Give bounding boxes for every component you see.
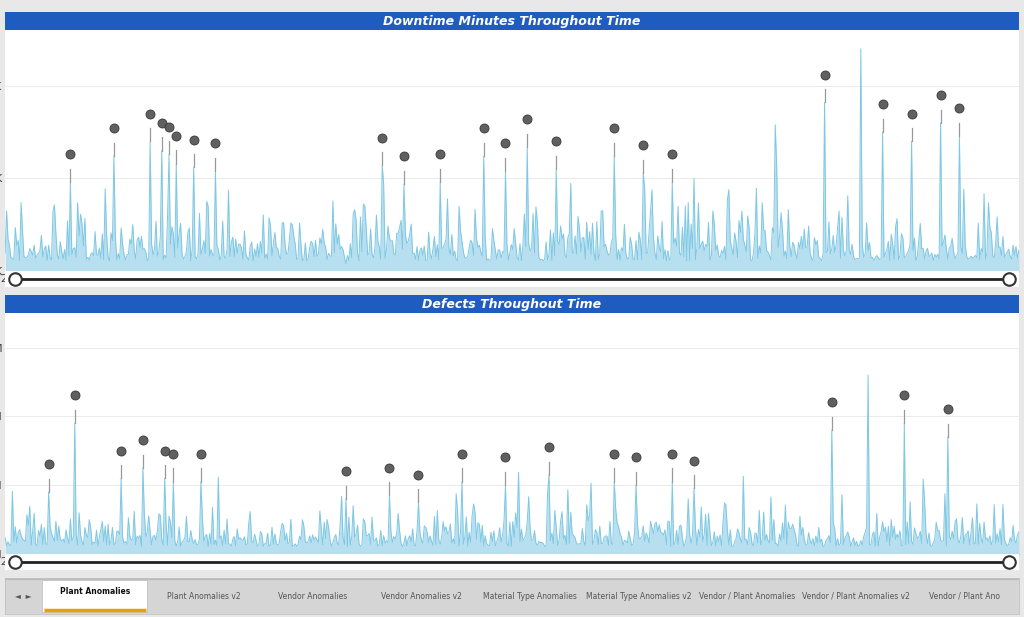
Text: Vendor / Plant Anomalies: Vendor / Plant Anomalies: [699, 592, 796, 600]
Text: Plant Anomalies: Plant Anomalies: [59, 587, 130, 596]
Text: Vendor Anomalies v2: Vendor Anomalies v2: [381, 592, 462, 600]
Text: Vendor Anomalies: Vendor Anomalies: [278, 592, 347, 600]
Text: Plant Anomalies v2: Plant Anomalies v2: [167, 592, 241, 600]
Text: Material Type Anomalies v2: Material Type Anomalies v2: [586, 592, 691, 600]
Text: ◄  ►: ◄ ►: [14, 592, 31, 600]
Text: Material Type Anomalies: Material Type Anomalies: [482, 592, 577, 600]
Text: Defects Throughout Time: Defects Throughout Time: [423, 297, 601, 311]
Text: Vendor / Plant Ano: Vendor / Plant Ano: [929, 592, 1000, 600]
Text: Vendor / Plant Anomalies v2: Vendor / Plant Anomalies v2: [802, 592, 909, 600]
Text: Downtime Minutes Throughout Time: Downtime Minutes Throughout Time: [383, 15, 641, 28]
FancyBboxPatch shape: [42, 579, 147, 613]
